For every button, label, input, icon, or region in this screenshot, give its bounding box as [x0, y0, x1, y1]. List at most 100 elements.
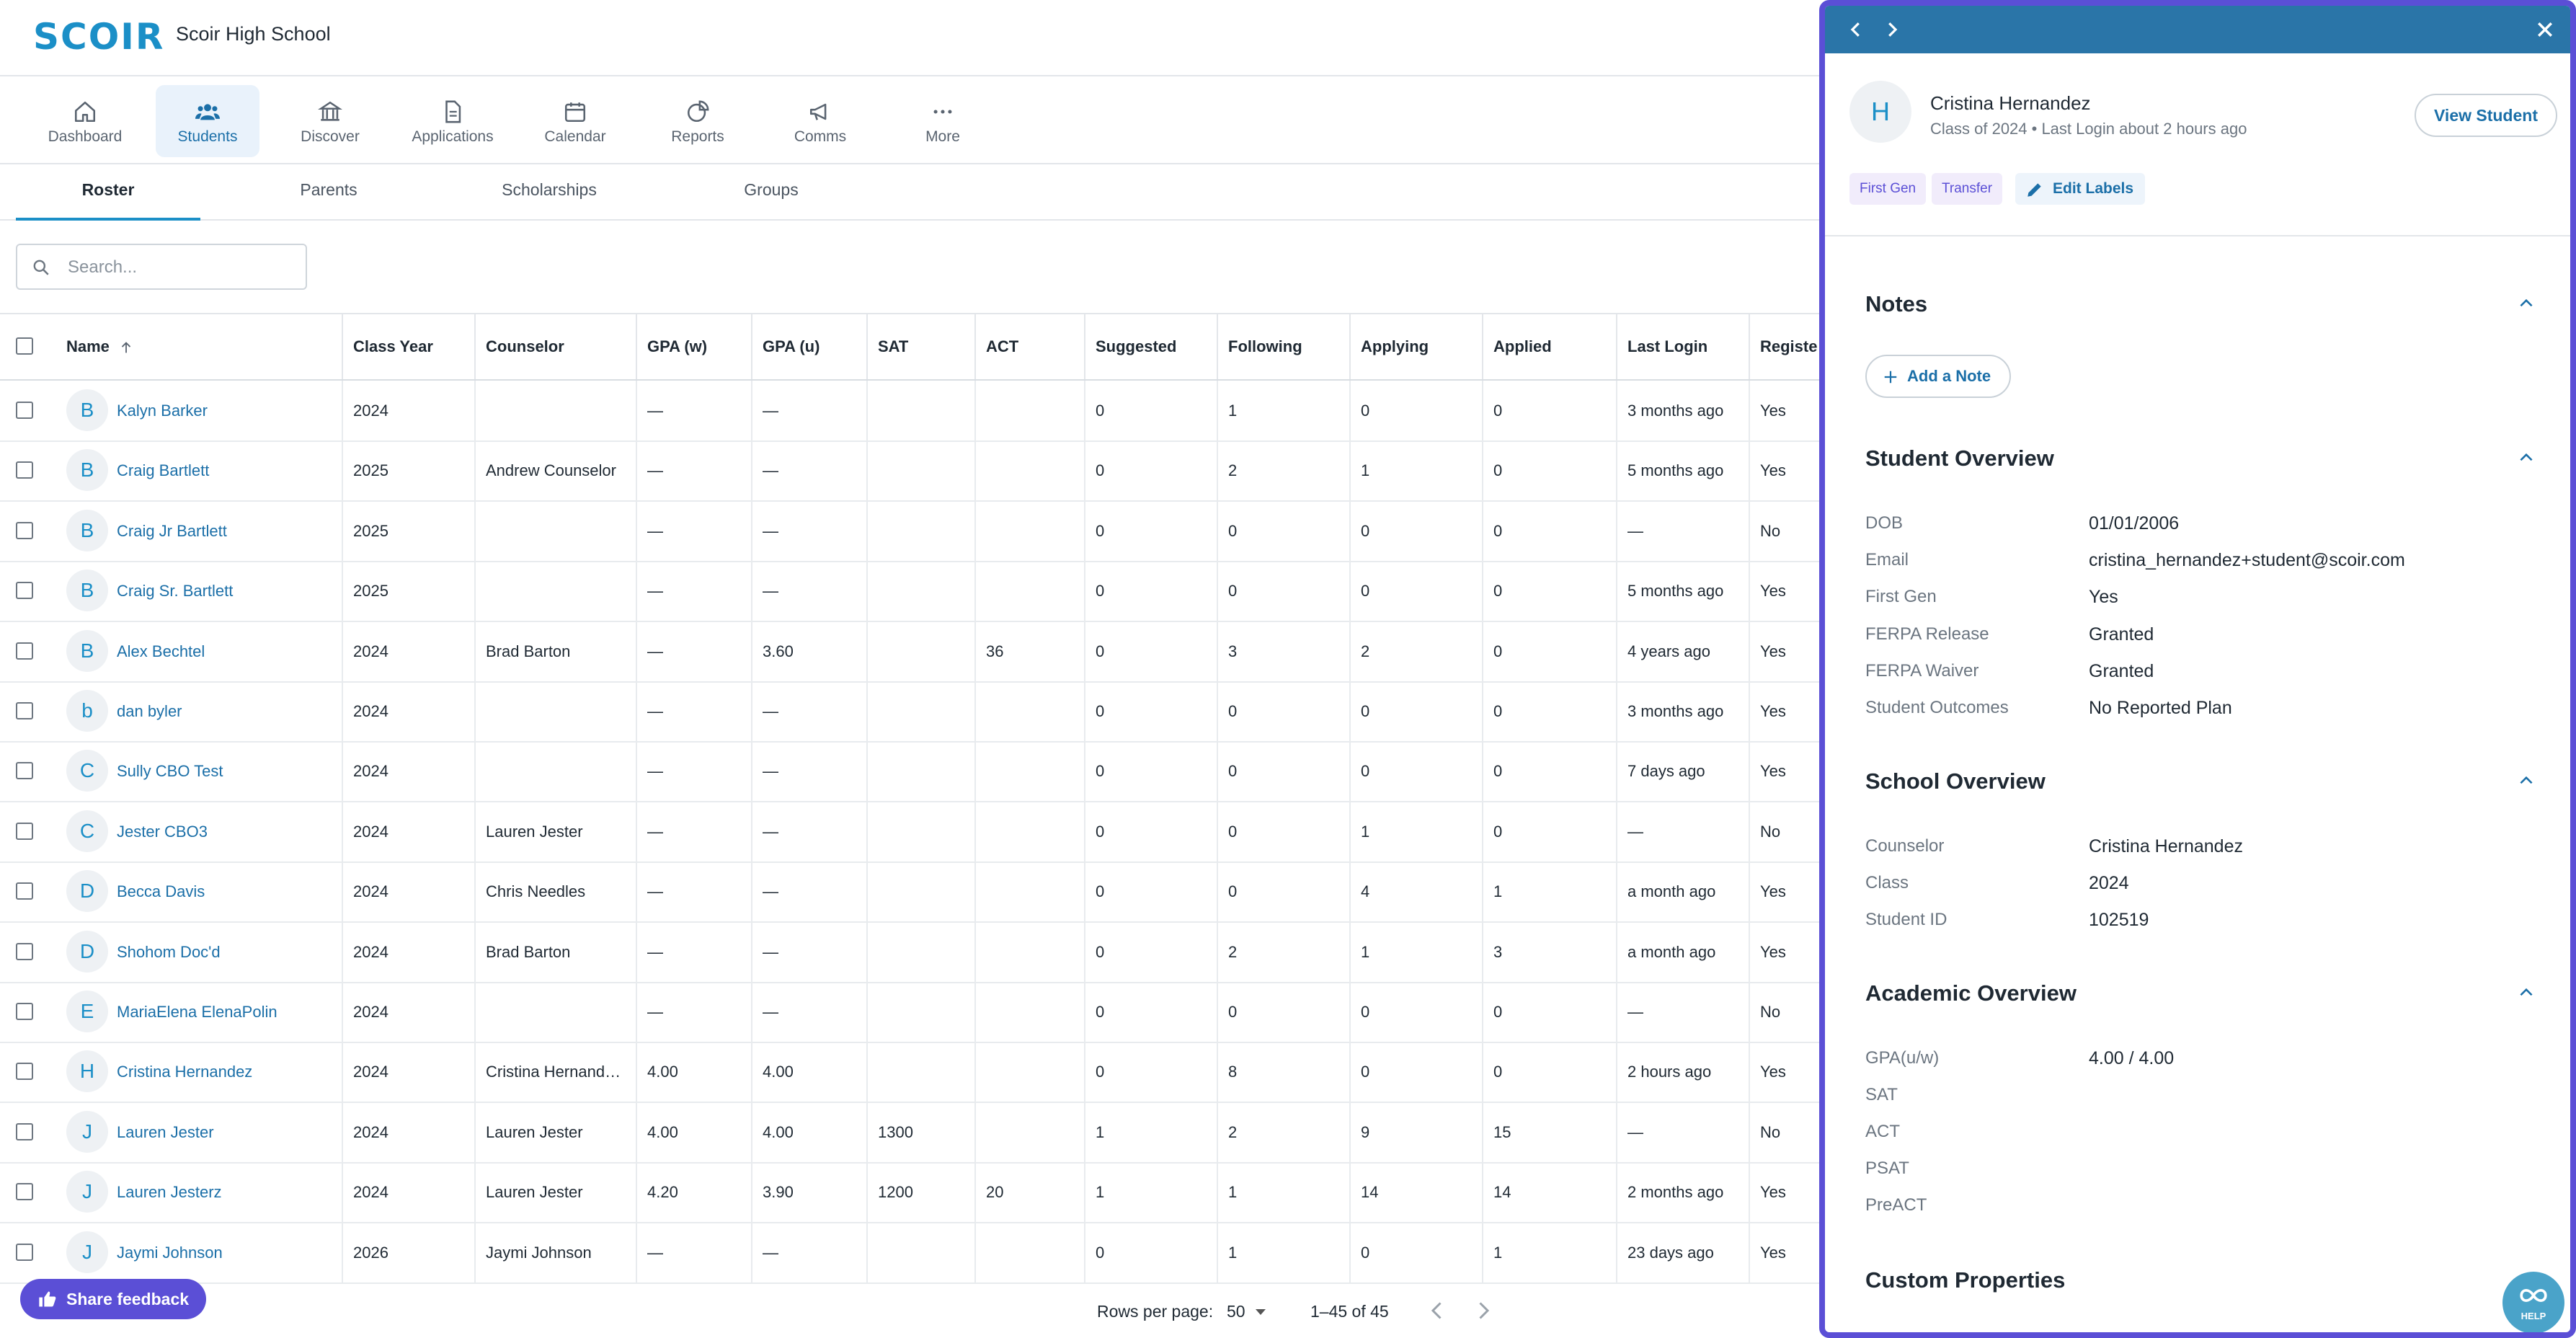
- table-row[interactable]: C Jester CBO3 2024 Lauren Jester — —0 0 1 0— No: [0, 801, 1819, 863]
- column-header-gpa-w[interactable]: GPA (w): [637, 314, 752, 379]
- column-header-sat[interactable]: SAT: [868, 314, 976, 379]
- student-name-link[interactable]: Becca Davis: [117, 882, 205, 901]
- student-name-link[interactable]: MariaElena ElenaPolin: [117, 1003, 277, 1021]
- student-name-link[interactable]: Cristina Hernandez: [117, 1063, 253, 1081]
- tab-groups[interactable]: Groups: [744, 180, 799, 199]
- row-checkbox[interactable]: [16, 582, 33, 600]
- counselor-cell: Chris Needles: [476, 861, 637, 922]
- table-row[interactable]: B Alex Bechtel 2024 Brad Barton —3.60 36 0 3 2 0 4…: [0, 621, 1819, 683]
- table-row[interactable]: B Craig Jr Bartlett 2025— —0 0 0 0— No: [0, 500, 1819, 562]
- chevron-up-icon[interactable]: [2517, 983, 2536, 1002]
- column-header-act[interactable]: ACT: [976, 314, 1085, 379]
- row-checkbox[interactable]: [16, 1183, 33, 1201]
- applied-cell: 0: [1483, 381, 1617, 440]
- table-row[interactable]: E MariaElena ElenaPolin 2024— —0 0 0 0— No: [0, 982, 1819, 1043]
- name-cell: B Craig Bartlett: [56, 440, 343, 501]
- table-row[interactable]: C Sully CBO Test 2024— —0 0 0 0 7 days ago Yes: [0, 741, 1819, 803]
- column-header-following[interactable]: Following: [1218, 314, 1351, 379]
- table-row[interactable]: J Jaymi Johnson 2026 Jaymi Johnson — —0 1 0 1 23 …: [0, 1222, 1819, 1284]
- next-page-icon[interactable]: [1470, 1298, 1496, 1324]
- row-checkbox[interactable]: [16, 1243, 33, 1261]
- table-row[interactable]: D Shohom Doc'd 2024 Brad Barton — —0 2 1 3 a mont…: [0, 921, 1819, 983]
- label-chip-transfer[interactable]: Transfer: [1932, 173, 2003, 205]
- sort-ascending-icon[interactable]: [118, 340, 134, 355]
- registered-cell: No: [1760, 1003, 1781, 1021]
- row-checkbox[interactable]: [16, 1003, 33, 1020]
- select-all-checkbox[interactable]: [16, 337, 33, 355]
- view-student-button[interactable]: View Student: [2415, 94, 2557, 137]
- chevron-left-icon[interactable]: [1845, 19, 1867, 40]
- row-checkbox[interactable]: [16, 1122, 33, 1140]
- column-header-applying[interactable]: Applying: [1351, 314, 1483, 379]
- close-icon[interactable]: [2534, 19, 2556, 40]
- previous-page-icon[interactable]: [1424, 1298, 1450, 1324]
- student-name-link[interactable]: Sully CBO Test: [117, 762, 223, 781]
- row-checkbox[interactable]: [16, 882, 33, 900]
- table-row[interactable]: b dan byler 2024— —0 0 0 0 3 months ago Yes: [0, 681, 1819, 743]
- tab-roster[interactable]: Roster: [16, 180, 200, 221]
- help-button[interactable]: HELP: [2502, 1272, 2564, 1332]
- avatar: C: [66, 810, 108, 852]
- rows-per-page-select[interactable]: 50: [1227, 1302, 1266, 1321]
- chevron-right-icon[interactable]: [1881, 19, 1903, 40]
- table-row[interactable]: H Cristina Hernandez 2024 Cristina Hernand……: [0, 1042, 1819, 1104]
- row-checkbox[interactable]: [16, 402, 33, 419]
- nav-calendar[interactable]: Calendar: [523, 85, 627, 157]
- table-row[interactable]: B Craig Sr. Bartlett 2025— —0 0 0 0 5 months ag…: [0, 561, 1819, 623]
- student-name-link[interactable]: Craig Bartlett: [117, 461, 210, 480]
- add-note-button[interactable]: Add a Note: [1865, 355, 2011, 398]
- edit-labels-button[interactable]: Edit Labels: [2015, 173, 2146, 205]
- student-name-link[interactable]: Lauren Jesterz: [117, 1183, 222, 1202]
- search-input[interactable]: [66, 254, 300, 281]
- row-checkbox[interactable]: [16, 942, 33, 960]
- nav-dashboard[interactable]: Dashboard: [33, 85, 137, 157]
- student-name-link[interactable]: Lauren Jester: [117, 1122, 214, 1141]
- column-header-counselor[interactable]: Counselor: [476, 314, 637, 379]
- table-row[interactable]: B Craig Bartlett 2025 Andrew Counselor — —0 2 1…: [0, 440, 1819, 502]
- tab-scholarships[interactable]: Scholarships: [502, 180, 597, 199]
- nav-discover[interactable]: Discover: [278, 85, 382, 157]
- table-row[interactable]: D Becca Davis 2024 Chris Needles — —0 0 4 1 a mon…: [0, 861, 1819, 923]
- table-row[interactable]: J Lauren Jester 2024 Lauren Jester 4.00 4.00 1…: [0, 1102, 1819, 1164]
- row-checkbox[interactable]: [16, 822, 33, 840]
- scoir-logo[interactable]: SCOIR: [33, 16, 165, 58]
- row-checkbox[interactable]: [16, 521, 33, 539]
- column-header-class-year[interactable]: Class Year: [343, 314, 476, 379]
- student-name-link[interactable]: Craig Sr. Bartlett: [117, 582, 234, 601]
- row-checkbox[interactable]: [16, 461, 33, 479]
- tab-parents[interactable]: Parents: [300, 180, 357, 199]
- nav-reports[interactable]: Reports: [646, 85, 750, 157]
- student-name-link[interactable]: Kalyn Barker: [117, 402, 208, 420]
- column-header-registered[interactable]: Registe: [1760, 337, 1818, 355]
- label-chip-first-gen[interactable]: First Gen: [1849, 173, 1927, 205]
- student-name-link[interactable]: Alex Bechtel: [117, 642, 205, 660]
- row-checkbox[interactable]: [16, 642, 33, 660]
- row-checkbox[interactable]: [16, 1063, 33, 1081]
- nav-more[interactable]: More: [891, 85, 995, 157]
- column-header-applied[interactable]: Applied: [1483, 314, 1617, 379]
- chevron-up-icon[interactable]: [2517, 448, 2536, 467]
- student-name-link[interactable]: Shohom Doc'd: [117, 942, 221, 961]
- table-row[interactable]: B Kalyn Barker 2024— —0 1 0 0 3 months ago Yes: [0, 381, 1819, 442]
- table-row[interactable]: J Lauren Jesterz 2024 Lauren Jester 4.20 3.90…: [0, 1162, 1819, 1224]
- column-header-last-login[interactable]: Last Login: [1617, 314, 1750, 379]
- column-header-name[interactable]: Name: [56, 314, 343, 379]
- column-header-suggested[interactable]: Suggested: [1085, 314, 1218, 379]
- share-feedback-button[interactable]: Share feedback: [20, 1279, 206, 1319]
- chevron-up-icon[interactable]: [2517, 771, 2536, 790]
- chevron-up-icon[interactable]: [2517, 294, 2536, 313]
- student-name-link[interactable]: Jester CBO3: [117, 822, 208, 841]
- student-name-link[interactable]: dan byler: [117, 702, 182, 720]
- nav-comms[interactable]: Comms: [768, 85, 872, 157]
- nav-students[interactable]: Students: [156, 85, 259, 157]
- student-name-link[interactable]: Jaymi Johnson: [117, 1243, 223, 1262]
- column-header-gpa-u[interactable]: GPA (u): [752, 314, 868, 379]
- panel-divider: [1825, 235, 2570, 236]
- gpa-w-cell: —: [637, 741, 752, 802]
- student-name-link[interactable]: Craig Jr Bartlett: [117, 521, 227, 540]
- row-checkbox[interactable]: [16, 702, 33, 719]
- row-checkbox[interactable]: [16, 762, 33, 780]
- counselor-cell: Lauren Jester: [476, 1102, 637, 1162]
- name-cell: C Sully CBO Test: [56, 741, 343, 802]
- nav-applications[interactable]: Applications: [401, 85, 505, 157]
